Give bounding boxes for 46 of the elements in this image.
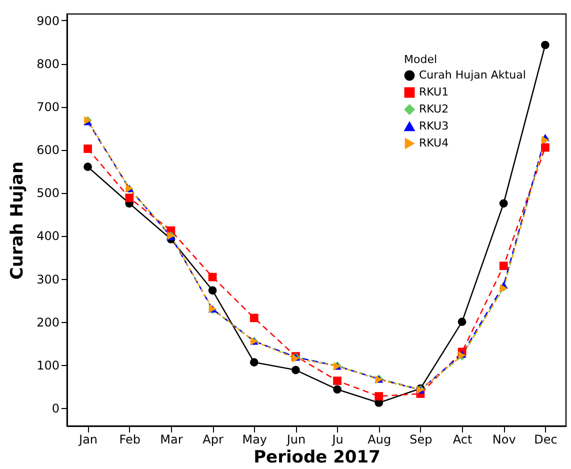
y-tick-label: 500 xyxy=(36,186,60,200)
y-tick-label: 800 xyxy=(36,57,60,72)
y-tick-label: 600 xyxy=(36,143,60,158)
point xyxy=(250,358,258,366)
x-tick-label: Feb xyxy=(119,432,140,446)
point xyxy=(250,314,258,322)
x-tick-label: Sep xyxy=(410,432,432,446)
x-tick-label: Dec xyxy=(534,432,558,446)
legend-label: Curah Hujan Aktual xyxy=(419,68,526,82)
point xyxy=(374,392,384,400)
x-tick-label: Jun xyxy=(286,432,306,446)
legend-label: RKU2 xyxy=(419,102,449,116)
point xyxy=(541,40,550,50)
y-tick-label: 900 xyxy=(36,14,60,28)
x-tick-label: Nov xyxy=(492,432,516,446)
y-tick-label: 700 xyxy=(36,100,60,114)
legend-label: RKU3 xyxy=(419,120,449,132)
point xyxy=(125,194,134,202)
legend-title: Model xyxy=(404,53,438,66)
point xyxy=(499,262,508,270)
x-tick-label: Ju xyxy=(331,432,344,446)
x-axis-title: Periode 2017 xyxy=(254,448,380,468)
point xyxy=(333,385,342,394)
y-tick-label: 0 xyxy=(52,401,60,416)
x-tick-label: Apr xyxy=(202,432,224,446)
y-tick-label: 300 xyxy=(36,272,60,286)
x-tick-label: May xyxy=(242,432,268,446)
x-tick-label: Jan xyxy=(78,432,98,446)
point xyxy=(458,318,466,326)
point xyxy=(208,286,217,295)
y-tick-label: 400 xyxy=(36,229,60,244)
y-tick-label: 100 xyxy=(36,358,60,372)
legend-label: RKU1 xyxy=(419,86,449,98)
legend-label: RKU4 xyxy=(419,136,449,150)
point xyxy=(292,366,300,374)
x-tick-label: Act xyxy=(452,432,472,446)
y-tick-label: 200 xyxy=(36,315,60,330)
x-tick-label: Aug xyxy=(368,432,392,446)
point xyxy=(208,272,217,282)
y-axis-title: Curah Hujan xyxy=(8,161,28,280)
point xyxy=(84,144,92,153)
point xyxy=(541,143,550,152)
point xyxy=(333,376,342,385)
x-tick-label: Mar xyxy=(160,432,183,446)
point xyxy=(499,199,508,208)
point xyxy=(84,162,92,172)
